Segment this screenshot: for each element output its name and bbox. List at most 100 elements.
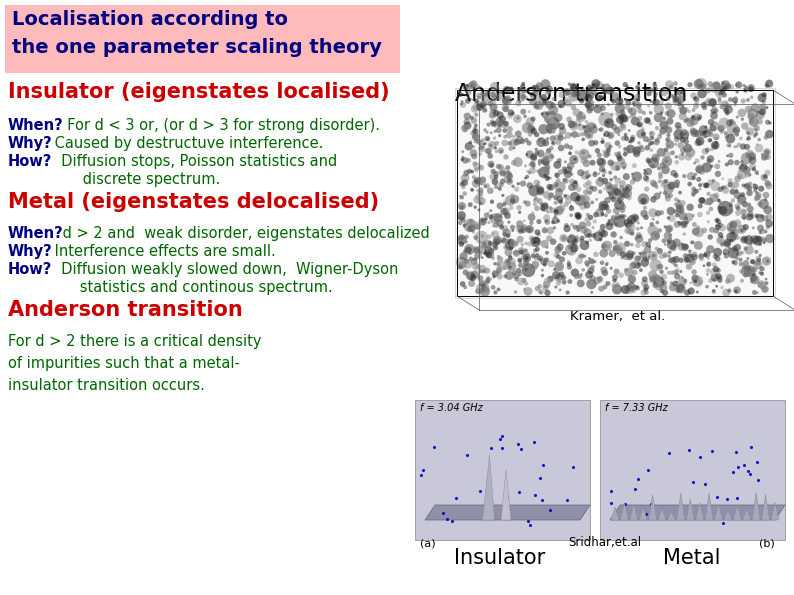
Point: [668, 93, 680, 102]
Point: [534, 253, 547, 262]
Point: [634, 120, 646, 130]
Point: [741, 181, 754, 191]
Point: [507, 181, 519, 191]
Point: [632, 102, 645, 111]
Point: [610, 243, 622, 252]
Point: [461, 168, 473, 178]
Point: [654, 169, 667, 178]
Point: [703, 197, 715, 206]
Point: [599, 115, 612, 124]
Point: [723, 118, 735, 127]
Point: [715, 232, 728, 242]
Text: statistics and continous spectrum.: statistics and continous spectrum.: [52, 280, 333, 295]
Point: [626, 134, 639, 144]
Point: [565, 202, 577, 211]
Point: [535, 495, 548, 505]
Point: [549, 198, 562, 208]
Point: [495, 211, 507, 221]
Point: [515, 444, 528, 454]
Point: [676, 87, 689, 97]
Point: [527, 161, 540, 171]
Point: [760, 509, 773, 519]
Point: [584, 123, 596, 132]
Point: [621, 146, 634, 156]
Point: [470, 176, 483, 186]
Point: [702, 208, 715, 218]
Point: [478, 249, 491, 258]
Point: [665, 206, 677, 216]
Point: [510, 239, 522, 248]
Point: [728, 126, 741, 135]
Point: [576, 90, 589, 99]
Point: [703, 165, 715, 174]
Point: [756, 103, 769, 112]
Point: [526, 90, 538, 99]
Point: [563, 262, 576, 272]
Point: [504, 108, 517, 117]
Point: [588, 170, 601, 180]
Point: [527, 186, 540, 196]
Point: [493, 434, 506, 444]
Point: [551, 171, 564, 180]
Point: [503, 124, 516, 134]
Point: [600, 241, 613, 250]
Point: [486, 172, 499, 181]
Point: [650, 123, 663, 133]
Point: [460, 237, 472, 247]
Point: [708, 260, 721, 270]
Point: [746, 162, 759, 171]
Point: [488, 133, 501, 143]
Point: [756, 107, 769, 117]
Point: [688, 250, 701, 259]
Point: [676, 273, 688, 282]
Point: [617, 250, 630, 259]
Point: [649, 261, 662, 270]
Point: [698, 103, 711, 112]
Point: [507, 226, 519, 236]
Point: [468, 124, 481, 133]
Point: [744, 179, 757, 189]
Point: [608, 123, 621, 132]
Point: [673, 283, 686, 292]
Point: [676, 88, 688, 98]
Polygon shape: [676, 493, 685, 520]
Point: [472, 287, 484, 296]
Point: [668, 180, 680, 190]
Point: [488, 107, 500, 117]
Point: [690, 186, 703, 196]
Point: [459, 268, 472, 277]
Point: [673, 208, 686, 217]
Point: [649, 82, 661, 91]
Point: [707, 107, 719, 116]
Point: [515, 261, 527, 270]
Point: [633, 138, 646, 148]
Point: [552, 176, 565, 185]
Point: [521, 253, 534, 263]
Point: [491, 235, 503, 245]
Point: [636, 142, 649, 151]
Point: [539, 200, 552, 209]
Point: [619, 114, 631, 124]
Point: [484, 206, 497, 215]
Point: [482, 218, 495, 227]
Point: [581, 101, 594, 110]
Point: [616, 189, 629, 198]
Point: [700, 282, 713, 292]
Point: [526, 114, 539, 124]
Point: [684, 278, 697, 287]
Point: [630, 92, 643, 102]
Point: [696, 131, 709, 140]
Point: [615, 211, 628, 221]
Point: [754, 223, 767, 233]
Point: [602, 100, 615, 109]
Point: [576, 237, 588, 247]
Point: [615, 271, 627, 280]
Point: [522, 139, 535, 148]
Point: [532, 101, 545, 110]
Point: [605, 192, 618, 202]
Point: [725, 232, 738, 242]
Point: [557, 126, 569, 136]
Point: [556, 255, 569, 264]
Point: [719, 186, 732, 195]
Point: [533, 217, 545, 226]
